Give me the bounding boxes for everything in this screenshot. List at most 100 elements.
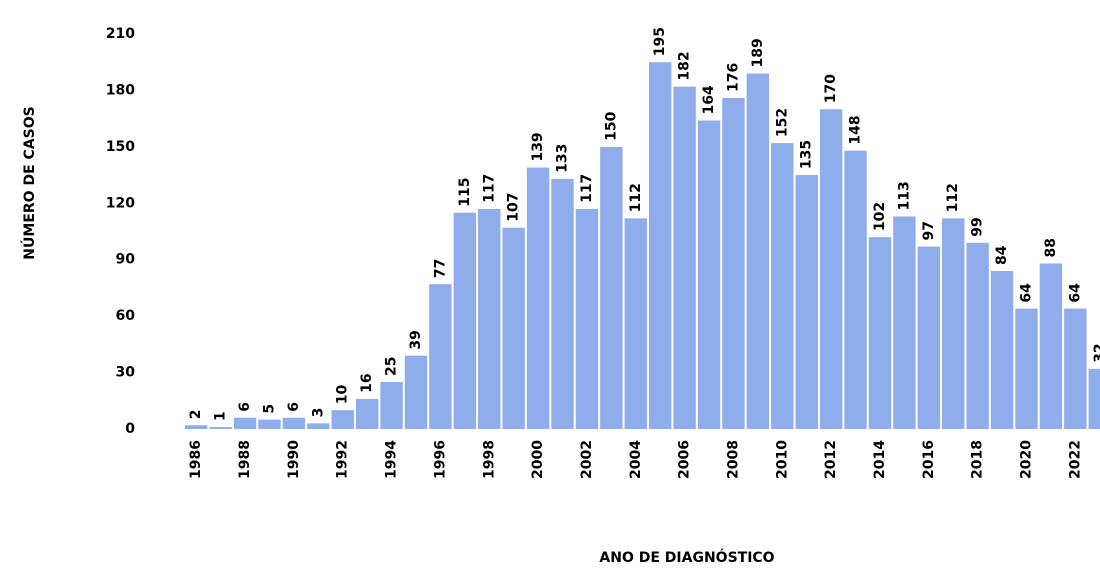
value-label: 170 (823, 74, 839, 103)
value-label: 6 (237, 402, 253, 412)
value-label: 97 (921, 221, 937, 240)
value-label: 164 (701, 85, 717, 114)
bar (942, 218, 965, 429)
value-label: 152 (774, 108, 790, 137)
bar (722, 97, 745, 429)
value-label: 102 (872, 202, 888, 231)
value-label: 25 (384, 356, 400, 375)
bar (429, 284, 452, 429)
y-tick-label: 90 (116, 252, 136, 268)
value-label: 39 (408, 330, 424, 349)
bar (917, 246, 941, 429)
x-tick-label: 2014 (872, 440, 888, 479)
bar (1064, 308, 1087, 429)
y-tick-label: 120 (106, 195, 135, 211)
x-tick-label: 2022 (1067, 440, 1083, 479)
x-axis-title: ANO DE DIAGNÓSTICO (599, 548, 774, 566)
bar (893, 216, 916, 429)
y-tick-label: 180 (106, 82, 135, 98)
value-label: 64 (1018, 283, 1034, 303)
bar (697, 120, 721, 430)
bar (600, 146, 623, 429)
value-label: 113 (896, 181, 912, 210)
bar (746, 73, 770, 429)
x-tick-label: 1990 (286, 440, 302, 479)
value-label: 135 (799, 140, 815, 169)
value-label: 117 (579, 174, 595, 203)
bar (551, 178, 574, 429)
value-label: 195 (652, 27, 668, 56)
value-label: 1 (213, 411, 229, 421)
y-tick-label: 210 (106, 26, 135, 42)
bar (795, 175, 818, 429)
bar (648, 62, 672, 429)
value-label: 6 (286, 402, 302, 412)
value-label: 148 (848, 115, 864, 144)
bar (673, 86, 696, 430)
x-tick-label: 2020 (1018, 440, 1034, 479)
bar (478, 208, 501, 429)
value-label: 139 (530, 132, 546, 161)
bar (1039, 263, 1063, 429)
value-label: 176 (725, 63, 741, 92)
bar (331, 410, 354, 429)
x-tick-label: 2018 (970, 440, 986, 479)
value-label: 133 (555, 144, 571, 173)
bar (258, 419, 281, 429)
value-label: 99 (970, 217, 986, 236)
value-label: 88 (1043, 238, 1059, 257)
value-label: 112 (945, 183, 961, 212)
bar (233, 417, 257, 429)
x-tick-label: 2002 (579, 440, 595, 479)
bar (844, 150, 867, 429)
x-tick-label: 2008 (725, 440, 741, 479)
x-tick-label: 2004 (628, 440, 644, 479)
bar (1088, 368, 1100, 429)
bar (771, 143, 794, 429)
bar (966, 242, 989, 429)
value-label: 77 (432, 259, 448, 278)
bar (453, 212, 477, 429)
bar (209, 427, 232, 429)
bar (404, 355, 428, 429)
x-tick-label: 2012 (823, 440, 839, 479)
value-label: 107 (506, 193, 522, 222)
x-tick-label: 2010 (774, 440, 790, 479)
y-axis-title: NÚMERO DE CASOS (20, 106, 38, 259)
x-tick-label: 2000 (530, 440, 546, 479)
bar (868, 237, 892, 429)
x-tick-label: 1994 (384, 440, 400, 479)
y-tick-label: 60 (116, 308, 136, 324)
bar (355, 398, 379, 429)
bar (185, 425, 208, 429)
y-tick-label: 150 (106, 139, 135, 155)
bar (624, 218, 647, 429)
x-tick-label: 1988 (237, 440, 253, 479)
bar (307, 423, 330, 429)
x-tick-label: 1998 (481, 440, 497, 479)
bar (380, 381, 403, 429)
x-tick-label: 2006 (677, 440, 693, 479)
value-label: 115 (457, 177, 473, 206)
x-tick-label: 1986 (188, 440, 204, 479)
bar (575, 208, 599, 429)
bar (990, 271, 1014, 429)
value-label: 112 (628, 183, 644, 212)
value-label: 10 (335, 384, 351, 404)
value-label: 32 (1092, 343, 1100, 362)
y-tick-label: 30 (116, 365, 136, 381)
value-label: 117 (481, 174, 497, 203)
value-label: 2 (188, 409, 204, 419)
bar (502, 227, 525, 429)
value-label: 64 (1067, 283, 1083, 303)
x-tick-label: 2016 (921, 440, 937, 479)
bar (819, 109, 843, 429)
bar (526, 167, 550, 430)
value-label: 182 (677, 51, 693, 80)
value-label: 189 (750, 38, 766, 67)
bar (282, 417, 306, 429)
x-tick-label: 1996 (432, 440, 448, 479)
x-tick-label: 1992 (335, 440, 351, 479)
value-label: 5 (261, 404, 277, 414)
